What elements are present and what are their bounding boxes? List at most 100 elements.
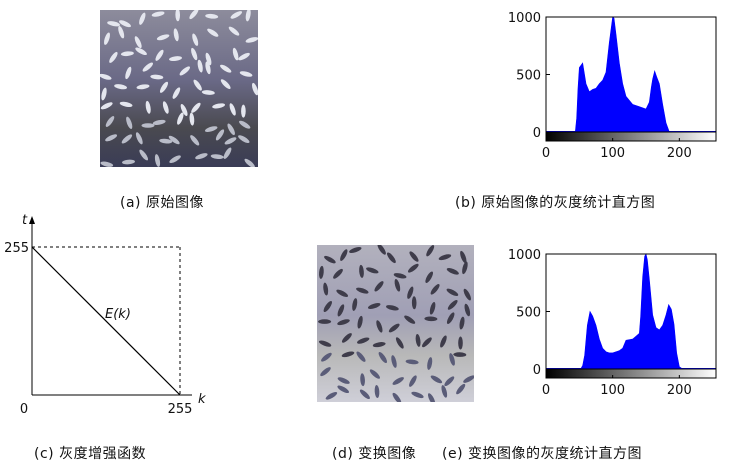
grain — [107, 21, 120, 27]
grain — [453, 352, 467, 357]
grain — [238, 135, 250, 143]
grain — [251, 82, 258, 96]
grain — [394, 278, 401, 292]
grain — [169, 155, 181, 164]
function-annotation: E(k) — [105, 307, 131, 322]
grain — [428, 393, 436, 402]
y-tick-label: 0 — [533, 126, 541, 141]
grain — [220, 64, 232, 73]
y-axis-label: t — [22, 213, 28, 228]
grain — [337, 385, 349, 394]
grain — [318, 319, 332, 324]
grain — [228, 26, 240, 36]
grain — [190, 135, 200, 146]
grain — [458, 336, 463, 350]
grain — [191, 47, 198, 61]
grain — [119, 101, 133, 108]
grain — [320, 367, 331, 377]
caption-b: (b) 原始图像的灰度统计直方图 — [455, 195, 656, 211]
grain — [372, 342, 386, 348]
grain — [169, 56, 182, 62]
grain — [325, 391, 338, 400]
grain — [191, 102, 201, 113]
grain — [142, 62, 153, 72]
grain — [407, 286, 414, 299]
grain — [359, 264, 364, 278]
y-tick-label: 1000 — [508, 248, 541, 263]
grain — [159, 81, 169, 93]
grain — [356, 351, 366, 362]
grain — [333, 268, 343, 279]
grain — [168, 135, 180, 145]
grain — [159, 138, 173, 144]
grain — [210, 154, 224, 159]
grain — [336, 289, 349, 297]
y-tick-255: 255 — [4, 241, 29, 256]
grain — [323, 301, 332, 312]
grain — [120, 51, 134, 57]
transformed-image — [317, 245, 474, 402]
grain — [459, 316, 465, 330]
grain — [337, 319, 350, 326]
y-tick-label: 500 — [516, 306, 541, 321]
grain — [189, 112, 195, 126]
grain — [387, 252, 396, 264]
grain — [404, 315, 416, 324]
grain — [245, 37, 258, 43]
grain — [230, 11, 243, 19]
grain — [114, 84, 128, 90]
grain — [360, 373, 365, 387]
grain — [100, 73, 112, 80]
function-line — [31, 246, 181, 396]
grain — [425, 271, 434, 283]
grain — [105, 134, 118, 142]
grain — [173, 28, 179, 42]
grain — [449, 353, 455, 366]
grain — [223, 147, 232, 159]
x-tick-label: 0 — [542, 383, 550, 398]
grain — [172, 87, 181, 99]
grain — [201, 90, 215, 95]
grain — [456, 383, 466, 395]
grain — [239, 120, 251, 129]
gray-colorbar — [545, 368, 717, 379]
grain — [220, 79, 231, 89]
grain — [324, 255, 336, 264]
y-tick-label: 0 — [533, 363, 541, 378]
x-tick-label: 200 — [667, 146, 692, 161]
grain — [155, 49, 164, 61]
grain — [411, 391, 424, 399]
grain — [197, 59, 203, 73]
grain — [156, 34, 170, 41]
grain — [195, 153, 208, 160]
grain — [239, 71, 253, 77]
grain — [139, 149, 149, 161]
grain — [337, 304, 345, 317]
grain — [447, 300, 458, 310]
grain — [463, 288, 471, 301]
y-tick-label: 500 — [516, 69, 541, 84]
grain — [446, 288, 459, 296]
grain — [150, 74, 164, 80]
grain — [377, 245, 386, 255]
x-tick-label: 100 — [600, 383, 625, 398]
grain — [319, 265, 324, 279]
grain — [152, 119, 166, 125]
grain — [369, 369, 380, 379]
grain — [122, 159, 135, 165]
grain — [376, 320, 383, 333]
x-tick-label: 100 — [600, 146, 625, 161]
grain — [241, 104, 246, 118]
grain — [405, 359, 419, 365]
grain — [393, 273, 407, 279]
grain — [446, 267, 459, 275]
grain — [100, 102, 113, 110]
grain — [415, 333, 421, 347]
grain — [118, 25, 125, 39]
grain — [205, 13, 219, 19]
grain — [135, 132, 143, 145]
grain — [193, 79, 202, 91]
grain — [323, 282, 329, 296]
y-tick-label: 1000 — [508, 11, 541, 26]
grain — [100, 161, 114, 167]
